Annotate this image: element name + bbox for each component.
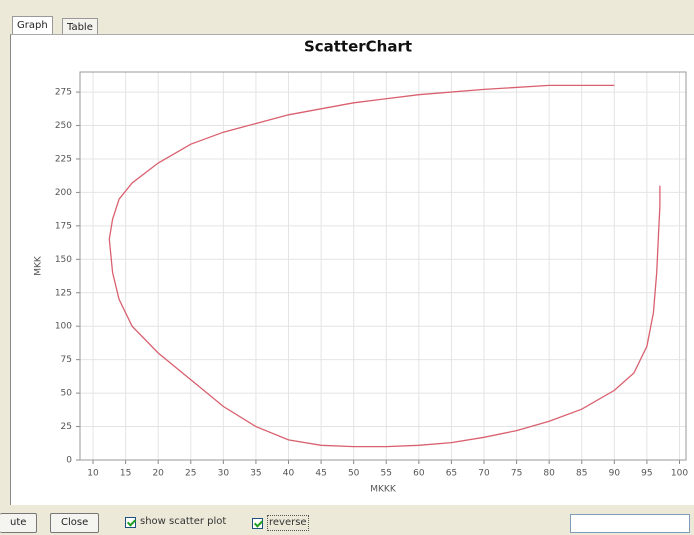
y-tick-label: 50 (61, 389, 73, 399)
y-tick-label: 275 (55, 88, 72, 98)
button[interactable]: Close (50, 513, 100, 533)
y-tick-label: 225 (55, 154, 72, 164)
x-tick-label: 65 (446, 469, 457, 479)
x-tick-label: 45 (315, 469, 326, 479)
y-tick-label: 125 (55, 288, 72, 298)
checkbox-box[interactable] (125, 516, 136, 528)
x-tick-label: 75 (511, 469, 522, 479)
x-tick-label: 20 (152, 469, 164, 479)
x-tick-label: 35 (250, 469, 261, 479)
x-tick-label: 100 (671, 469, 688, 479)
x-tick-label: 95 (641, 469, 652, 479)
chart-title: ScatterChart (304, 38, 412, 56)
y-tick-label: 200 (55, 188, 72, 198)
x-tick-label: 90 (609, 469, 621, 479)
y-tick-label: 25 (61, 422, 72, 432)
y-tick-label: 250 (55, 121, 72, 131)
x-tick-label: 10 (87, 469, 99, 479)
x-tick-label: 60 (413, 469, 425, 479)
tab[interactable]: Table (62, 18, 98, 35)
plot-border (79, 71, 687, 461)
y-axis-label: MKK (34, 255, 44, 276)
x-tick-label: 70 (478, 469, 490, 479)
checkbox[interactable]: show scatter plot (125, 515, 226, 529)
checkbox-label: show scatter plot (140, 516, 227, 527)
checkbox-label: reverse (267, 515, 309, 531)
y-tick-label: 75 (61, 355, 72, 365)
y-tick-label: 100 (55, 322, 72, 332)
y-tick-label: 0 (66, 456, 72, 466)
x-tick-label: 25 (185, 469, 196, 479)
x-tick-label: 50 (348, 469, 360, 479)
text-field[interactable] (570, 514, 690, 533)
x-tick-label: 85 (576, 469, 587, 479)
checkbox[interactable]: reverse (252, 515, 309, 531)
x-tick-label: 80 (543, 469, 555, 479)
x-tick-label: 15 (120, 469, 131, 479)
x-tick-label: 40 (283, 469, 295, 479)
x-tick-label: 55 (381, 469, 392, 479)
checkbox-box[interactable] (252, 517, 263, 529)
x-axis-label: MKKK (370, 485, 397, 495)
y-tick-label: 175 (55, 221, 72, 231)
plot-area (79, 71, 687, 461)
data-line (108, 84, 661, 448)
y-tick-label: 150 (55, 255, 72, 265)
button[interactable]: ute (0, 513, 38, 533)
x-tick-label: 30 (218, 469, 230, 479)
tab[interactable]: Graph (12, 16, 53, 35)
